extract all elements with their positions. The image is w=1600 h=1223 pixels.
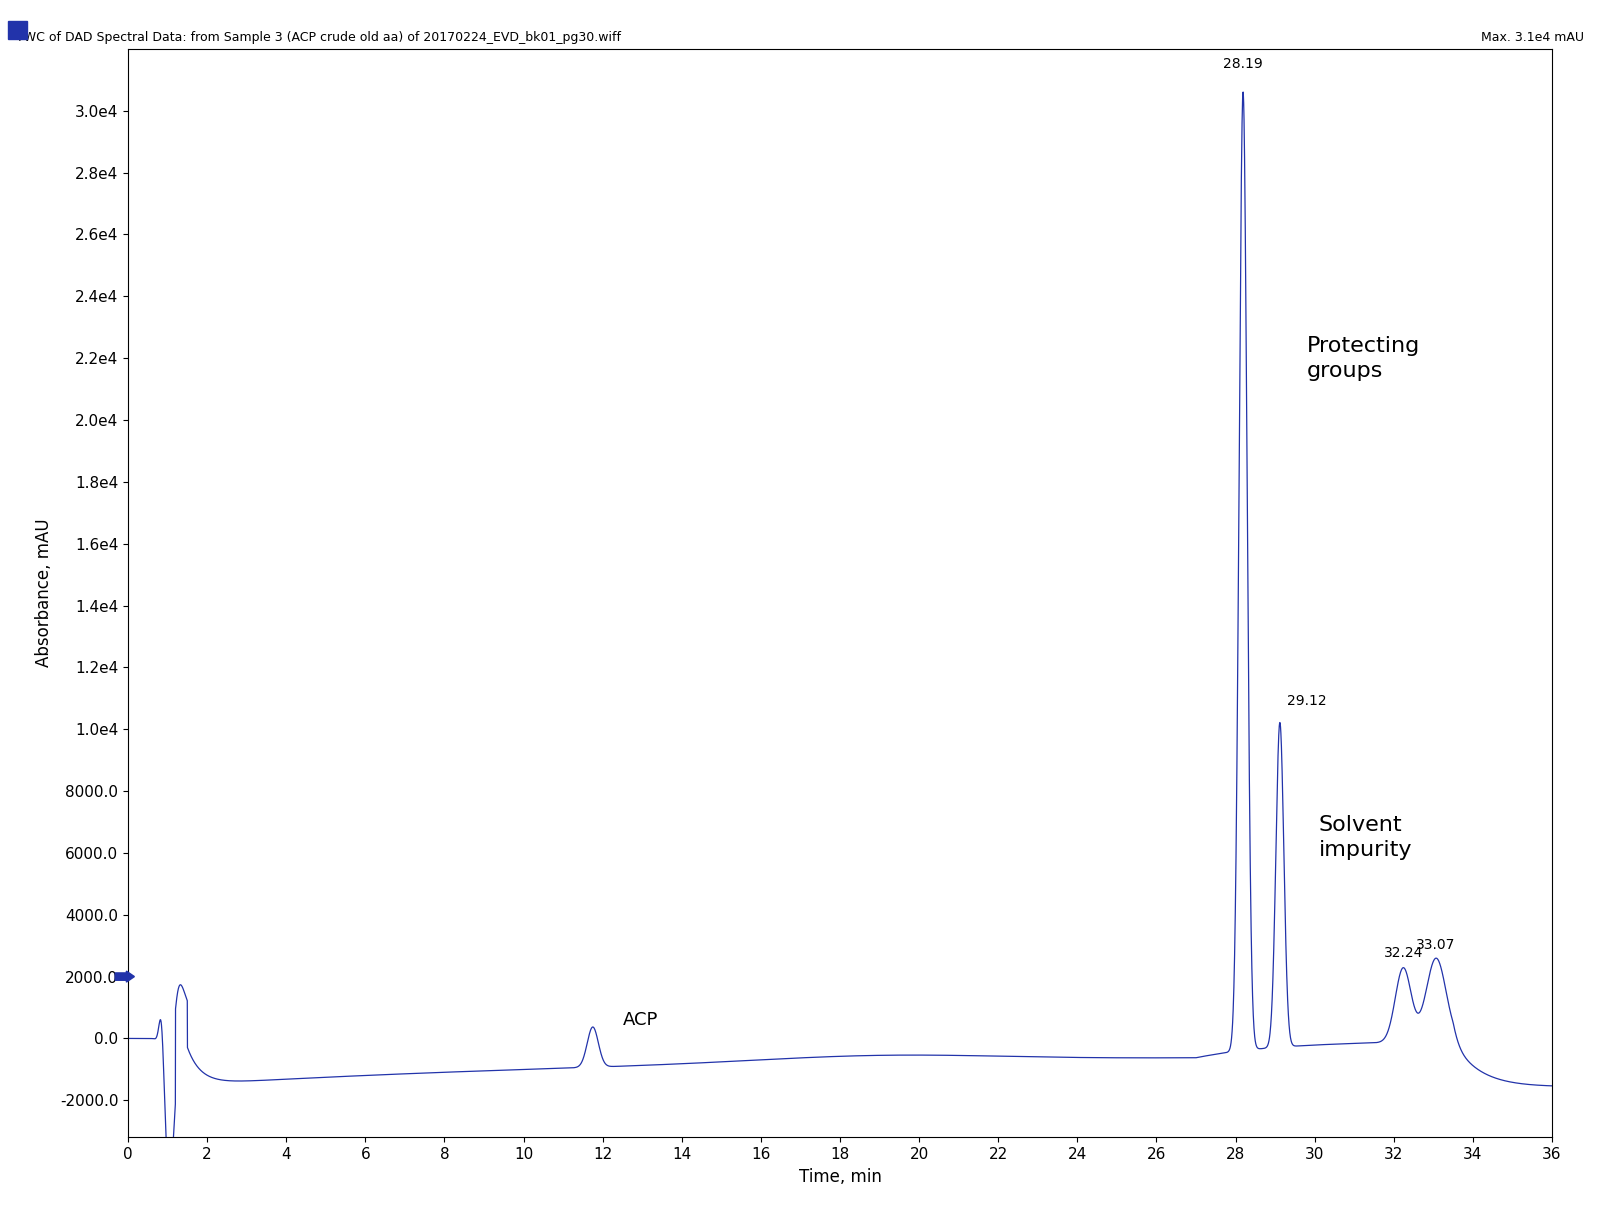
Text: TWC of DAD Spectral Data: from Sample 3 (ACP crude old aa) of 20170224_EVD_bk01_: TWC of DAD Spectral Data: from Sample 3 … [16,31,621,44]
Text: 29.12: 29.12 [1286,693,1326,708]
Text: ACP: ACP [622,1011,658,1029]
Text: Protecting
groups: Protecting groups [1307,336,1421,380]
X-axis label: Time, min: Time, min [798,1168,882,1185]
Y-axis label: Absorbance, mAU: Absorbance, mAU [35,519,53,668]
Text: 32.24: 32.24 [1384,945,1422,960]
Text: Max. 3.1e4 mAU: Max. 3.1e4 mAU [1482,31,1584,44]
Text: 33.07: 33.07 [1416,938,1456,951]
Text: Solvent
impurity: Solvent impurity [1318,815,1413,860]
Text: 28.19: 28.19 [1222,56,1262,71]
